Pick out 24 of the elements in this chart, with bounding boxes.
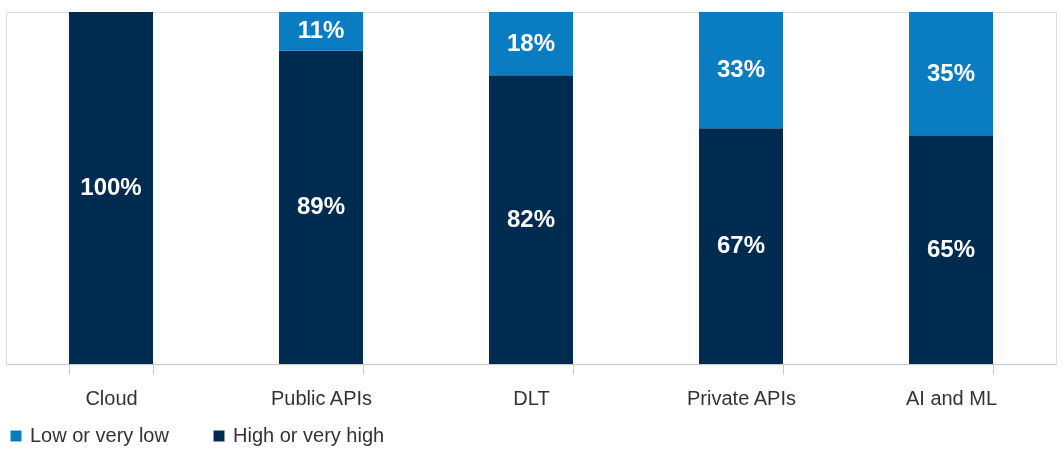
data-label: 67% bbox=[716, 231, 766, 259]
x-tick-label: Private APIs bbox=[687, 386, 796, 409]
bar bbox=[699, 12, 783, 129]
bar bbox=[279, 50, 363, 364]
data-label: 35% bbox=[926, 58, 976, 86]
data-label: 33% bbox=[716, 55, 766, 83]
data-label: 11% bbox=[297, 16, 345, 44]
data-label: 82% bbox=[506, 204, 556, 232]
data-label: 89% bbox=[296, 192, 346, 220]
legend-label: Low or very low bbox=[30, 424, 170, 446]
bar bbox=[69, 12, 153, 364]
bar bbox=[909, 135, 993, 364]
x-tick-label: Public APIs bbox=[270, 386, 373, 409]
data-label: 18% bbox=[506, 28, 556, 56]
bar bbox=[489, 75, 573, 364]
data-label: 100% bbox=[80, 173, 142, 200]
x-tick-label: AI and ML bbox=[905, 386, 998, 409]
x-tick-label: Cloud bbox=[85, 386, 138, 409]
x-tick-label: DLT bbox=[513, 386, 550, 409]
legend-label: High or very high bbox=[233, 424, 385, 446]
bar bbox=[489, 12, 573, 76]
bar bbox=[699, 128, 783, 364]
data-label: 65% bbox=[926, 234, 976, 262]
bar bbox=[909, 12, 993, 136]
